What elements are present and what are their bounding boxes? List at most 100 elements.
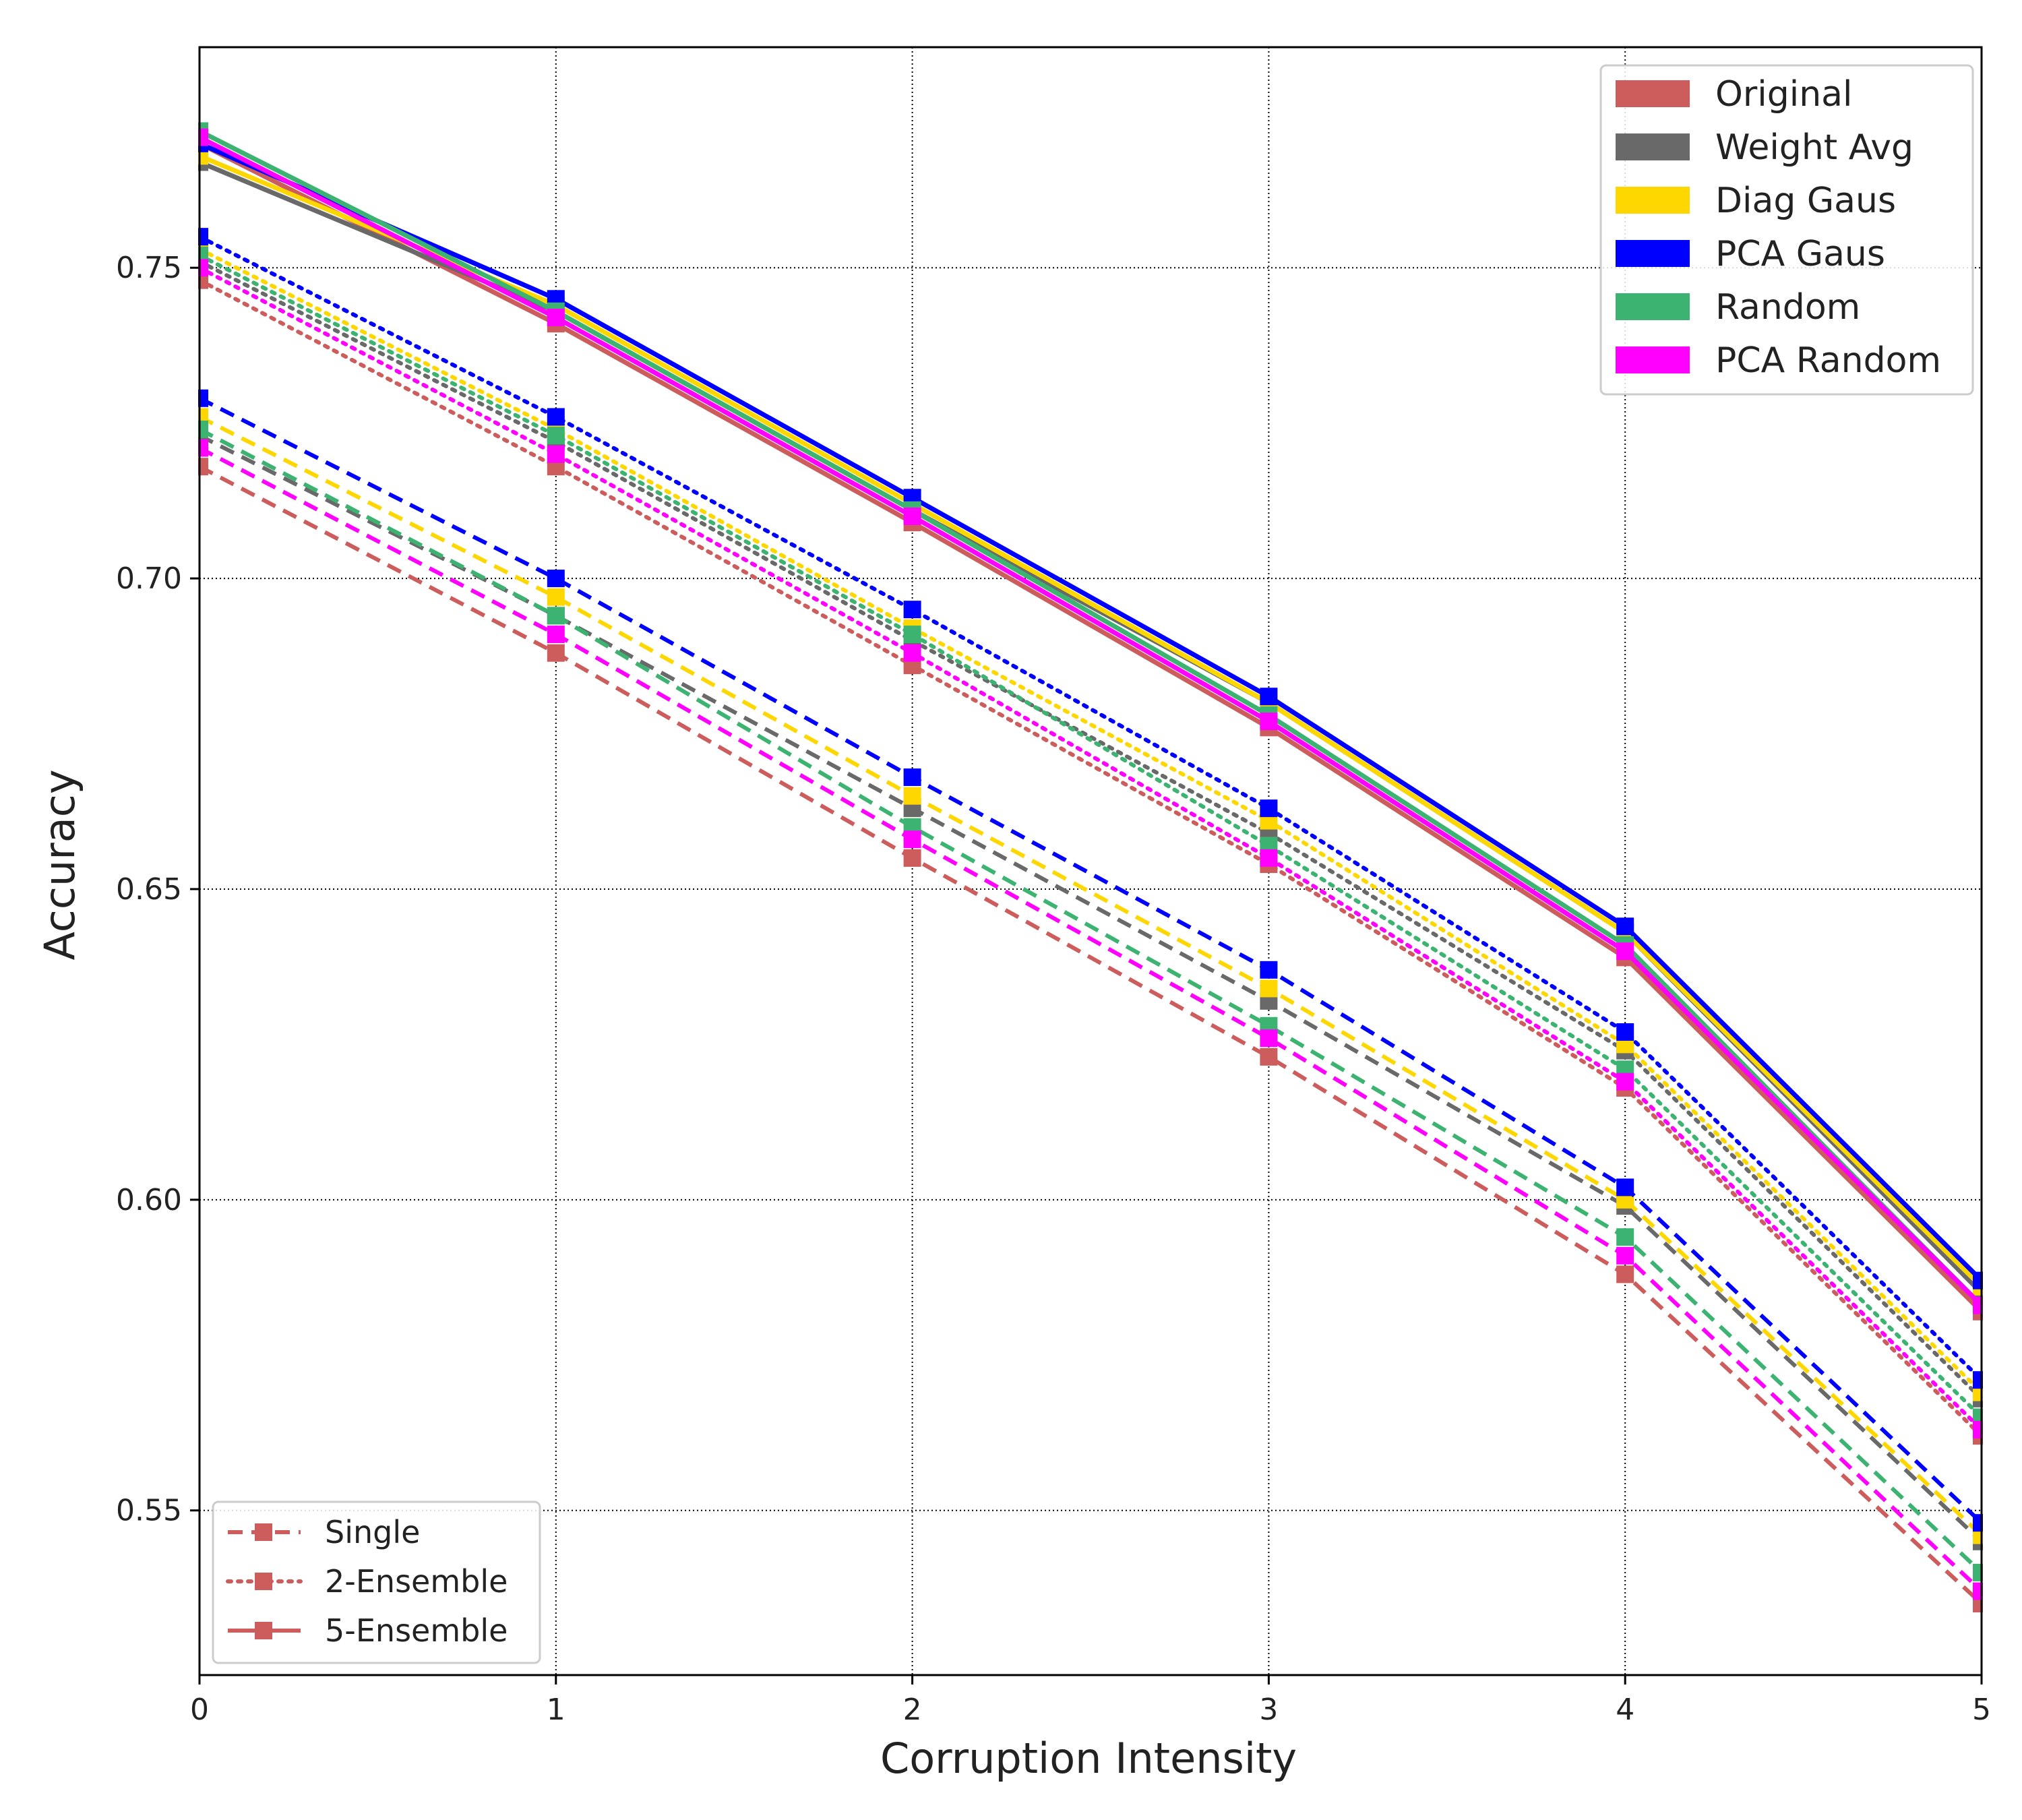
data-point-marker xyxy=(547,607,565,625)
series-layer xyxy=(198,122,1983,1612)
data-point-marker xyxy=(1973,1420,1983,1438)
series-line xyxy=(198,141,1983,1283)
data-point-marker xyxy=(1616,917,1634,936)
series-pca-gaus-2-ensemble xyxy=(198,228,1983,1389)
x-tick-label: 2 xyxy=(903,1693,922,1727)
x-tick-label: 1 xyxy=(547,1693,565,1727)
data-point-marker xyxy=(547,408,565,426)
data-point-marker xyxy=(1616,942,1634,961)
data-point-marker xyxy=(1260,961,1278,979)
x-axis-title: Corruption Intensity xyxy=(880,1734,1297,1783)
data-point-marker xyxy=(1260,1029,1278,1048)
series-line xyxy=(198,141,1983,1314)
data-point-marker xyxy=(903,507,921,525)
frame-layer xyxy=(198,46,1983,1676)
data-point-marker xyxy=(1616,1246,1634,1265)
y-tick-label: 0.65 xyxy=(116,872,182,907)
data-point-marker xyxy=(1616,1228,1634,1246)
data-point-marker xyxy=(1973,1371,1983,1389)
series-line xyxy=(198,464,1983,1606)
data-point-marker xyxy=(903,787,921,805)
y-tick-label: 0.75 xyxy=(116,251,182,285)
x-tick-label: 5 xyxy=(1972,1693,1991,1727)
legend-label: Weight Avg xyxy=(1715,127,1913,168)
series-original-single xyxy=(198,458,1983,1612)
legend-methods-box xyxy=(1599,64,1974,396)
series-line xyxy=(198,235,1983,1383)
legend-label: Diag Gaus xyxy=(1715,181,1896,221)
legend-style-marker xyxy=(255,1622,272,1639)
data-point-marker xyxy=(198,228,208,246)
legend-swatch xyxy=(1616,187,1690,214)
data-point-marker xyxy=(903,768,921,787)
tick-layer: 0 1 2 3 4 5 0.55 0.60 0.65 0.70 0.75 xyxy=(116,251,1991,1727)
data-point-marker xyxy=(1616,1265,1634,1283)
data-point-marker xyxy=(547,427,565,445)
data-point-marker xyxy=(1973,1563,1983,1581)
y-axis-title: Accuracy xyxy=(35,769,84,960)
series-line xyxy=(198,427,1983,1575)
y-tick-label: 0.70 xyxy=(116,562,182,596)
data-point-marker xyxy=(198,389,208,407)
plot-frame xyxy=(198,46,1983,1676)
series-line xyxy=(198,135,1983,1308)
data-point-marker xyxy=(1260,712,1278,731)
data-point-marker xyxy=(198,420,208,438)
legend-label: PCA Random xyxy=(1715,340,1941,381)
data-point-marker xyxy=(547,588,565,606)
legend-style-label: 2-Ensemble xyxy=(325,1563,508,1600)
legend-label: PCA Gaus xyxy=(1715,234,1885,274)
y-tick-label: 0.60 xyxy=(116,1183,182,1217)
data-point-marker xyxy=(903,849,921,867)
series-line xyxy=(198,253,1983,1420)
legend-label: Original xyxy=(1715,74,1852,115)
data-point-marker xyxy=(547,626,565,644)
legend-styles-box xyxy=(212,1500,541,1664)
data-point-marker xyxy=(547,570,565,588)
data-point-marker xyxy=(1973,1271,1983,1290)
data-point-marker xyxy=(547,445,565,463)
series-pca-random-single xyxy=(198,439,1983,1600)
series-pca-random-2-ensemble xyxy=(198,259,1983,1438)
legend-style-marker xyxy=(255,1523,272,1541)
data-point-marker xyxy=(1616,1023,1634,1041)
data-point-marker xyxy=(547,308,565,326)
legend-swatch xyxy=(1616,293,1690,320)
data-point-marker xyxy=(198,458,208,476)
x-tick-label: 3 xyxy=(1259,1693,1278,1727)
legend-style-label: Single xyxy=(325,1514,420,1550)
series-line xyxy=(198,446,1983,1593)
legend-swatch xyxy=(1616,240,1690,267)
data-point-marker xyxy=(1973,1514,1983,1532)
data-point-marker xyxy=(1260,799,1278,818)
data-point-marker xyxy=(1260,979,1278,998)
legend-methods: Original Weight Avg Diag Gaus PCA Gaus Rando… xyxy=(1599,64,1974,396)
series-line xyxy=(198,247,1983,1395)
series-line xyxy=(198,129,1983,1308)
series-line xyxy=(198,278,1983,1438)
y-tick-label: 0.55 xyxy=(116,1494,182,1528)
data-point-marker xyxy=(1260,849,1278,867)
legend-swatch xyxy=(1616,346,1690,373)
series-line xyxy=(198,260,1983,1401)
legend-swatch xyxy=(1616,133,1690,160)
series-original-2-ensemble xyxy=(198,271,1983,1445)
series-pca-gaus-single xyxy=(198,389,1983,1532)
data-point-marker xyxy=(198,128,208,146)
legend-label: Random xyxy=(1715,287,1860,328)
series-line xyxy=(198,266,1983,1432)
legend-styles: Single 2-Ensemble 5-Ensemble xyxy=(212,1500,541,1664)
data-point-marker xyxy=(903,626,921,644)
legend-style-label: 5-Ensemble xyxy=(325,1612,508,1649)
series-pca-random-5-ensemble xyxy=(198,128,1983,1314)
x-tick-label: 4 xyxy=(1616,1693,1634,1727)
x-tick-label: 0 xyxy=(190,1693,209,1727)
data-point-marker xyxy=(1973,1296,1983,1314)
data-point-marker xyxy=(198,259,208,277)
data-point-marker xyxy=(547,644,565,662)
series-line xyxy=(198,415,1983,1537)
data-point-marker xyxy=(903,644,921,662)
data-point-marker xyxy=(1616,1178,1634,1196)
